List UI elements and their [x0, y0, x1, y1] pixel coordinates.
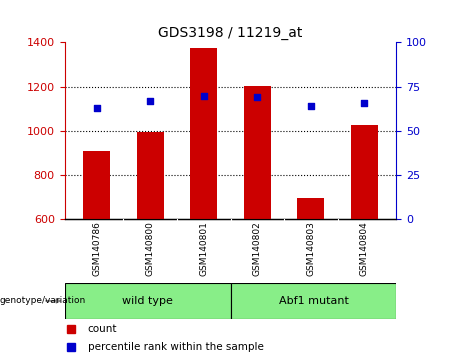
Point [200, 93, 207, 98]
Point [361, 100, 368, 105]
Text: GSM140802: GSM140802 [253, 221, 262, 275]
Text: GSM140786: GSM140786 [92, 221, 101, 276]
Bar [230, 283, 396, 319]
Text: GSM140804: GSM140804 [360, 221, 369, 275]
Point [93, 105, 100, 111]
Bar [297, 199, 324, 219]
Point [254, 95, 261, 100]
Bar [83, 151, 110, 219]
Text: GSM140803: GSM140803 [306, 221, 315, 276]
Text: genotype/variation: genotype/variation [0, 296, 86, 306]
Bar [190, 48, 217, 219]
Bar [137, 132, 164, 219]
Text: GSM140800: GSM140800 [146, 221, 155, 276]
Title: GDS3198 / 11219_at: GDS3198 / 11219_at [158, 26, 303, 40]
Text: Abf1 mutant: Abf1 mutant [278, 296, 349, 306]
Point [307, 103, 314, 109]
Point [147, 98, 154, 104]
Text: GSM140801: GSM140801 [199, 221, 208, 276]
Text: percentile rank within the sample: percentile rank within the sample [88, 342, 264, 352]
Bar [244, 86, 271, 219]
Text: count: count [88, 324, 117, 334]
Bar [351, 125, 378, 219]
Text: wild type: wild type [122, 296, 173, 306]
Bar [65, 283, 230, 319]
